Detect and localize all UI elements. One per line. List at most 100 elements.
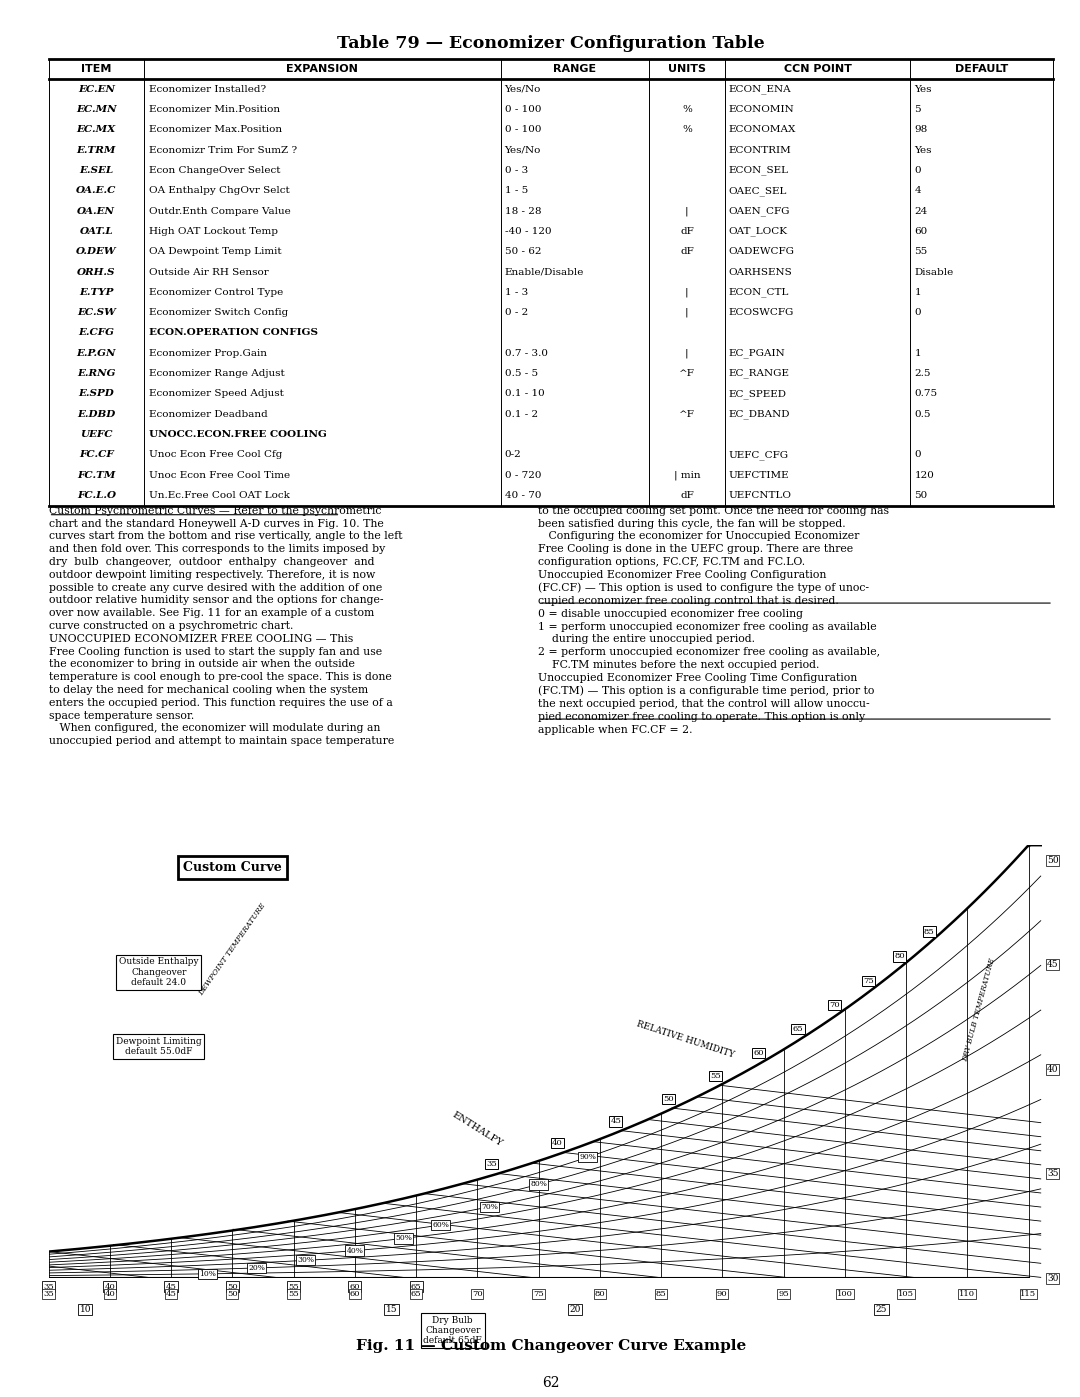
Text: 35: 35	[43, 1282, 54, 1291]
Text: 50: 50	[227, 1282, 238, 1291]
Text: EC_SPEED: EC_SPEED	[729, 390, 786, 398]
Text: 70%: 70%	[481, 1203, 498, 1211]
Text: EXPANSION: EXPANSION	[286, 64, 359, 74]
Text: 75: 75	[534, 1291, 544, 1298]
Text: |: |	[685, 349, 689, 358]
Text: 50: 50	[663, 1095, 674, 1104]
Text: ORH.S: ORH.S	[77, 268, 116, 277]
Text: OAT.L: OAT.L	[80, 226, 113, 236]
Text: Unoc Econ Free Cool Cfg: Unoc Econ Free Cool Cfg	[149, 450, 282, 460]
Text: 20%: 20%	[248, 1264, 266, 1271]
Text: ITEM: ITEM	[81, 64, 111, 74]
Text: EC_RANGE: EC_RANGE	[729, 369, 789, 379]
Text: Disable: Disable	[915, 268, 954, 277]
Text: 4: 4	[915, 186, 921, 196]
Text: 0.1 - 2: 0.1 - 2	[504, 409, 538, 419]
Text: 50%: 50%	[395, 1235, 413, 1242]
Text: 0: 0	[915, 450, 921, 460]
Text: Yes: Yes	[915, 145, 932, 155]
Text: 1 - 5: 1 - 5	[504, 186, 528, 196]
Text: Outdr.Enth Compare Value: Outdr.Enth Compare Value	[149, 207, 291, 215]
Text: 80: 80	[894, 953, 905, 960]
Text: DEWPOINT TEMPERATURE: DEWPOINT TEMPERATURE	[198, 902, 268, 997]
Text: 0 - 100: 0 - 100	[504, 126, 541, 134]
Text: E.TRM: E.TRM	[77, 145, 116, 155]
Text: Unoc Econ Free Cool Time: Unoc Econ Free Cool Time	[149, 471, 291, 479]
Text: %: %	[681, 105, 692, 115]
Text: ^F: ^F	[679, 369, 694, 379]
Text: Custom Curve: Custom Curve	[183, 861, 282, 875]
Text: 80: 80	[594, 1291, 605, 1298]
Text: FC.L.O: FC.L.O	[77, 492, 116, 500]
Text: Un.Ec.Free Cool OAT Lock: Un.Ec.Free Cool OAT Lock	[149, 492, 289, 500]
Text: Economizer Installed?: Economizer Installed?	[149, 85, 266, 94]
Text: ^F: ^F	[679, 409, 694, 419]
Text: E.DBD: E.DBD	[77, 409, 116, 419]
Text: EC.EN: EC.EN	[78, 85, 114, 94]
Text: 65: 65	[793, 1025, 804, 1034]
Text: 45: 45	[610, 1118, 621, 1126]
Text: Econ ChangeOver Select: Econ ChangeOver Select	[149, 166, 281, 175]
Text: 62: 62	[542, 1376, 559, 1390]
Text: UNOCC.ECON.FREE COOLING: UNOCC.ECON.FREE COOLING	[149, 430, 327, 439]
Text: E.SPD: E.SPD	[79, 390, 114, 398]
Text: -40 - 120: -40 - 120	[504, 226, 551, 236]
Text: OA Enthalpy ChgOvr Selct: OA Enthalpy ChgOvr Selct	[149, 186, 289, 196]
Text: 70: 70	[472, 1291, 483, 1298]
Text: 85: 85	[923, 928, 934, 936]
Text: 0-2: 0-2	[504, 450, 522, 460]
Text: OAEC_SEL: OAEC_SEL	[729, 186, 787, 196]
Text: Economizer Control Type: Economizer Control Type	[149, 288, 283, 296]
Text: |: |	[685, 307, 689, 317]
Text: CCN POINT: CCN POINT	[783, 64, 851, 74]
Text: |: |	[685, 207, 689, 215]
Text: 40 - 70: 40 - 70	[504, 492, 541, 500]
Text: 45: 45	[165, 1291, 176, 1298]
Text: EC.MX: EC.MX	[77, 126, 116, 134]
Text: OA.E.C: OA.E.C	[76, 186, 117, 196]
Text: ECONOMIN: ECONOMIN	[729, 105, 794, 115]
Text: 1: 1	[915, 349, 921, 358]
Text: 40: 40	[1047, 1065, 1058, 1074]
Text: 90%: 90%	[579, 1153, 596, 1161]
Text: EC.MN: EC.MN	[76, 105, 117, 115]
Text: UNITS: UNITS	[667, 64, 706, 74]
Text: 40%: 40%	[347, 1246, 363, 1255]
Text: | min: | min	[674, 471, 700, 481]
Text: Yes: Yes	[915, 85, 932, 94]
Text: Economizer Min.Position: Economizer Min.Position	[149, 105, 280, 115]
Text: 35: 35	[1047, 1169, 1058, 1178]
Text: 55: 55	[710, 1071, 720, 1080]
Text: 65: 65	[410, 1291, 421, 1298]
Text: 0.7 - 3.0: 0.7 - 3.0	[504, 349, 548, 358]
Text: 10: 10	[80, 1305, 91, 1315]
Text: UEFCNTLO: UEFCNTLO	[729, 492, 792, 500]
Text: 45: 45	[1047, 960, 1058, 970]
Text: 10%: 10%	[200, 1270, 216, 1278]
Text: to the occupied cooling set point. Once the need for cooling has
been satisfied : to the occupied cooling set point. Once …	[538, 506, 889, 735]
Text: FC.CF: FC.CF	[79, 450, 113, 460]
Text: 1: 1	[915, 288, 921, 296]
Text: 60: 60	[753, 1049, 764, 1056]
Text: EC.SW: EC.SW	[77, 309, 116, 317]
Text: ECONTRIM: ECONTRIM	[729, 145, 792, 155]
Text: 80%: 80%	[530, 1180, 546, 1189]
Text: E.SEL: E.SEL	[79, 166, 113, 175]
Text: Economizer Prop.Gain: Economizer Prop.Gain	[149, 349, 267, 358]
Text: 1 - 3: 1 - 3	[504, 288, 528, 296]
Text: ECOSWCFG: ECOSWCFG	[729, 309, 794, 317]
Text: 50: 50	[227, 1291, 238, 1298]
Text: Economizer Speed Adjust: Economizer Speed Adjust	[149, 390, 284, 398]
Text: 24: 24	[915, 207, 928, 215]
Text: OA.EN: OA.EN	[78, 207, 116, 215]
Text: ECON.OPERATION CONFIGS: ECON.OPERATION CONFIGS	[149, 328, 318, 338]
Text: 0: 0	[915, 166, 921, 175]
Text: 60%: 60%	[432, 1221, 449, 1229]
Text: 98: 98	[915, 126, 928, 134]
Text: ECON_SEL: ECON_SEL	[729, 166, 788, 175]
Text: EC_PGAIN: EC_PGAIN	[729, 348, 785, 358]
Text: Dry Bulb
Changeover
default 65dF: Dry Bulb Changeover default 65dF	[423, 1316, 482, 1345]
Text: 50: 50	[915, 492, 928, 500]
Text: 0.5: 0.5	[915, 409, 931, 419]
Text: 30%: 30%	[297, 1256, 314, 1264]
